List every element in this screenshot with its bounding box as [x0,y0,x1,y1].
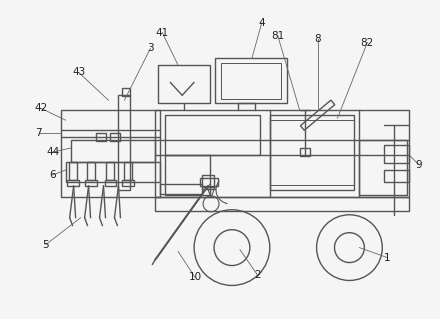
Bar [384,145,409,163]
Text: 42: 42 [34,103,48,113]
Bar [95,133,106,141]
Bar [202,175,214,187]
Text: 41: 41 [156,27,169,38]
Text: 10: 10 [189,272,202,283]
Bar [270,120,354,185]
Text: 81: 81 [271,31,284,41]
Bar [158,65,210,103]
Bar [200,178,218,186]
Bar [66,162,160,182]
Bar [300,148,310,156]
Bar [125,162,132,180]
Bar [118,95,130,190]
Text: 44: 44 [46,147,59,157]
Bar [87,162,95,180]
Text: 1: 1 [384,253,391,263]
Bar [165,155,210,195]
Bar [110,133,121,141]
Bar [61,110,160,197]
Bar [105,180,117,186]
Bar [215,58,287,103]
Text: 8: 8 [314,33,321,43]
Bar [160,184,202,194]
Text: 7: 7 [36,128,42,138]
Text: 9: 9 [416,160,422,170]
Bar [67,180,79,186]
Text: 82: 82 [361,38,374,48]
Text: 43: 43 [72,67,85,78]
Bar [122,180,134,186]
Bar [69,162,77,180]
Bar [71,140,155,162]
Bar [155,110,409,197]
Text: 4: 4 [259,18,265,28]
Text: 2: 2 [254,271,261,280]
Bar [359,140,407,195]
Text: 6: 6 [49,170,56,180]
Bar [122,88,130,96]
Bar [384,170,409,182]
Text: 5: 5 [42,240,49,250]
Bar [270,115,354,190]
Bar [106,162,114,180]
Bar [155,197,409,211]
Text: 3: 3 [147,43,154,54]
Bar [84,180,96,186]
Bar [165,115,260,155]
Bar [221,63,281,99]
